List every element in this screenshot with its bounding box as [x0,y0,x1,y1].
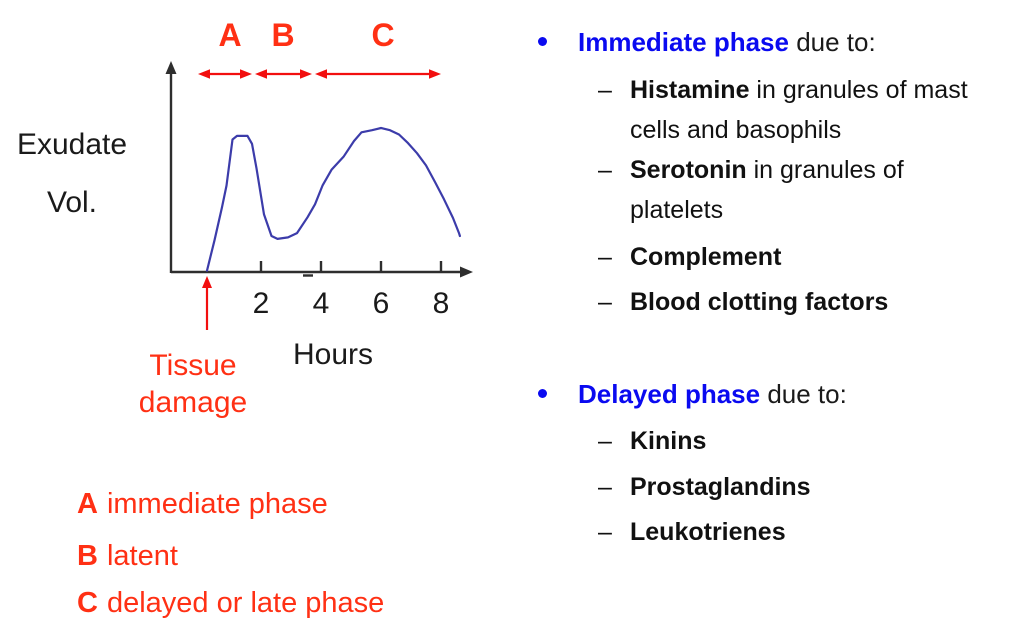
phase-label-c: C [371,17,395,53]
legend-key-b: B [77,540,98,572]
list-item-prostaglandins: – Prostaglandins [598,467,811,507]
delayed-phase-heading-rest: due to: [760,379,847,409]
legend-text-c: delayed or late phase [106,587,385,619]
dash-icon: – [598,518,612,546]
phase-arrow-A-left-head-icon [198,69,210,79]
bullet-icon [538,37,547,46]
legend-text-b: latent [106,540,178,572]
dash-icon: – [598,76,612,104]
list-item-kinins: – Kinins [598,421,706,461]
tissue-damage-arrowhead-icon [202,276,212,288]
dash-icon: – [598,243,612,271]
x-tick-label: 8 [432,287,450,320]
y-axis-arrowhead-icon [165,61,177,74]
legend-text-a: immediate phase [106,488,328,520]
x-axis-label: Hours [292,338,374,371]
delayed-phase-heading: Delayed phase due to: [578,379,847,410]
x-axis-arrowhead-icon [460,266,473,278]
dash-icon: – [598,473,612,501]
list-item-serotonin: – Serotonin in granules of platelets [598,150,904,230]
phase-label-b: B [271,17,295,53]
x-tick-label: 4 [312,287,330,320]
list-item-histamine: – Histamine in granules of mast cells and… [598,70,968,150]
phase-arrow-B-right-head-icon [300,69,312,79]
list-item-complement: – Complement [598,237,781,277]
phase-arrow-C-left-head-icon [315,69,327,79]
tissue-damage-line1: Tissue [149,349,237,382]
immediate-phase-heading: Immediate phase due to: [578,27,876,58]
phase-arrow-A-right-head-icon [240,69,252,79]
phase-arrow-C-right-head-icon [429,69,441,79]
right-panel: Immediate phase due to: – Histamine in g… [520,0,1024,634]
tissue-damage-line2: damage [138,386,248,419]
y-axis-label: Exudate Vol. [4,128,140,220]
exudate-curve [205,126,461,272]
dash-icon: – [598,427,612,455]
y-axis-label-line2: Vol. [46,186,98,219]
delayed-phase-heading-bold: Delayed phase [578,379,761,409]
legend-key-a: A [77,488,98,520]
legend-key-c: C [77,587,98,619]
x-tick-label: 2 [252,287,270,320]
exudate-volume-chart [165,61,473,330]
immediate-phase-heading-rest: due to: [788,27,876,57]
bullet-icon [538,389,547,398]
tissue-damage-annotation: Tissue damage [113,347,273,421]
dash-icon: – [598,288,612,316]
list-item-blood-clotting: – Blood clotting factors [598,282,888,322]
y-axis-label-line1: Exudate [16,128,128,161]
x-tick-label: 6 [372,287,390,320]
phase-arrow-B-left-head-icon [255,69,267,79]
phase-label-a: A [218,17,242,53]
immediate-phase-heading-bold: Immediate phase [578,27,789,57]
dash-icon: – [598,156,612,184]
list-item-leukotrienes: – Leukotrienes [598,512,786,552]
